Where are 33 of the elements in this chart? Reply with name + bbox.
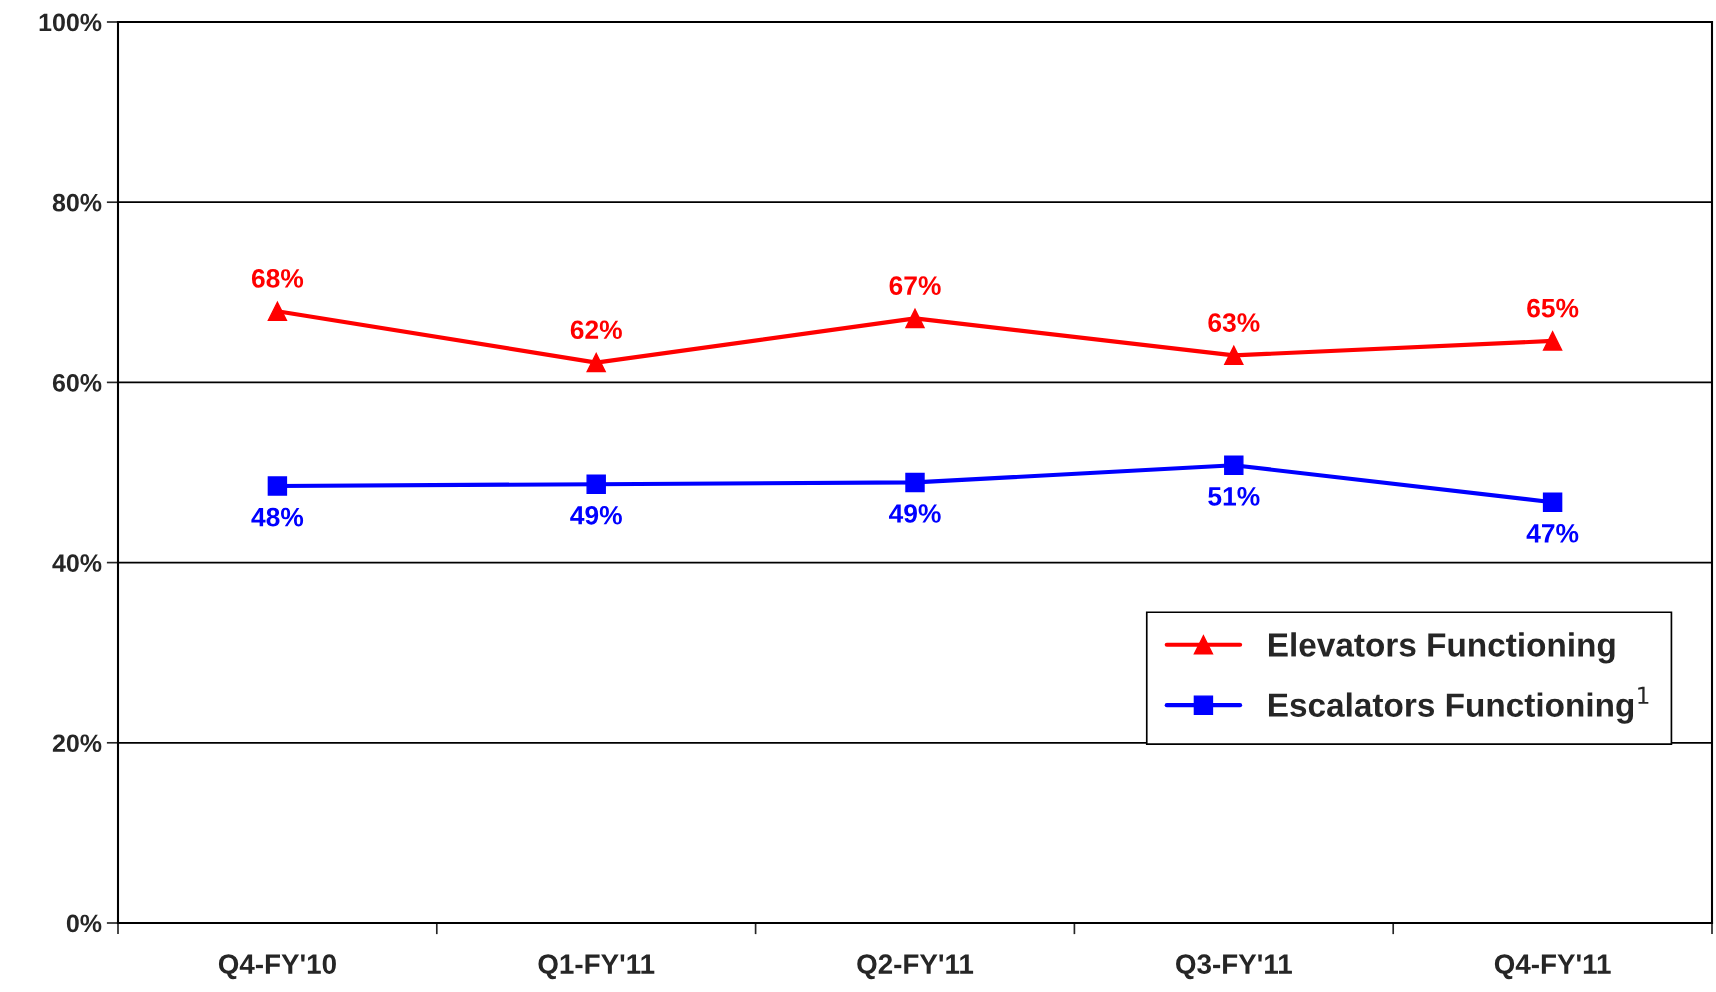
point [586,352,606,373]
data-label: 68% [251,269,304,288]
data-label: 49% [570,505,622,525]
data-label: 47% [1526,524,1579,543]
point [1224,345,1244,366]
x-tick-label: Q4-FY'10 [218,954,336,980]
x-tick-label: Q1-FY'11 [538,954,655,980]
x-tick-label: Q3-FY'11 [1176,954,1292,980]
point [1542,331,1563,351]
point [586,474,606,494]
data-label: 48% [251,507,304,527]
y-tick-label: 60% [52,374,102,392]
y-tick-label: 40% [52,554,102,572]
data-label: 65% [1527,298,1579,318]
x-tick-label: Q2-FY'11 [857,954,974,980]
legend-label: Elevators Functioning [1268,632,1615,664]
legend-label: Escalators Functioning$^{1}$ [1268,686,1649,724]
y-tick-label: 80% [52,193,102,212]
data-label: 67% [889,276,941,295]
data-label: 49% [888,504,941,523]
data-label: 51% [1208,487,1260,506]
point [905,308,925,329]
data-label: 62% [570,320,622,340]
y-tick-label: 20% [52,734,102,753]
y-tick-label: 0% [66,914,102,933]
point [1542,492,1563,512]
y-tick-label: 100% [39,13,102,32]
data-label: 63% [1208,313,1260,332]
point [905,472,925,493]
x-tick-label: Q4-FY'11 [1494,954,1611,980]
point [267,301,288,321]
point [1224,455,1244,476]
point [267,476,288,496]
